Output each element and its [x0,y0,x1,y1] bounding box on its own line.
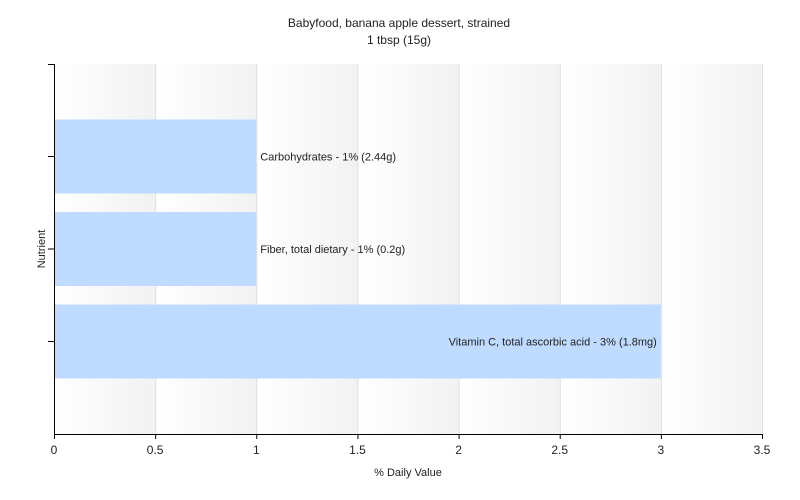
x-tick-label: 1.5 [349,443,366,457]
x-tick-label: 1 [253,443,260,457]
axis-layer [48,64,763,439]
bar-data-label: Vitamin C, total ascorbic acid - 3% (1.8… [449,337,657,349]
x-tick-label: 2.5 [551,443,568,457]
x-axis-label: % Daily Value [374,467,442,479]
bar [55,304,661,379]
bar [55,119,257,194]
bar-data-label: Fiber, total dietary - 1% (0.2g) [260,244,405,256]
bar [55,212,257,286]
bar-data-label: Carbohydrates - 1% (2.44g) [260,152,396,164]
x-tick-label: 2 [455,443,462,457]
chart-title: Babyfood, banana apple dessert, strained [288,16,510,30]
chart-subtitle: 1 tbsp (15g) [367,33,431,47]
x-tick-label: 0.5 [147,443,164,457]
plot-band [660,64,762,434]
bar-layer [55,119,661,379]
label-layer: Carbohydrates - 1% (2.44g) Fiber, total d… [51,152,771,458]
x-tick-label: 3.5 [754,443,771,457]
y-axis-label: Nutrient [36,230,48,269]
x-tick-label: 3 [658,443,665,457]
x-tick-label: 0 [51,443,58,457]
